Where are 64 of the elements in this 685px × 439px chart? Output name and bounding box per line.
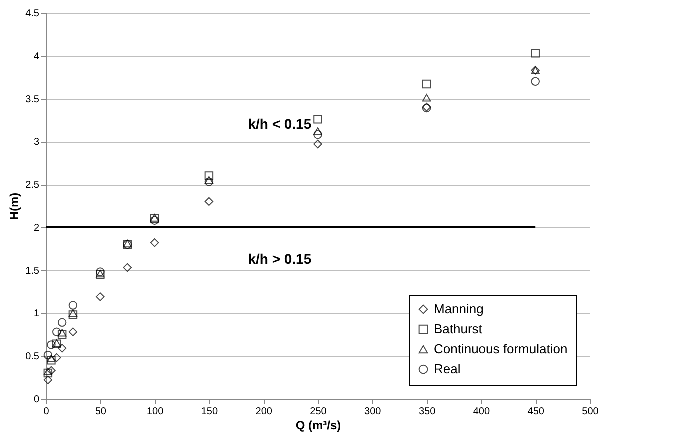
x-tick-label: 350 [418, 406, 436, 418]
point [68, 301, 78, 310]
y-tick-label: 4 [34, 51, 40, 62]
x-tick-label: 150 [201, 406, 218, 418]
point [58, 344, 67, 353]
x-tick-label: 450 [528, 406, 545, 418]
annotation: k/h > 0.15 [248, 251, 312, 268]
y-tick-label: 2 [34, 222, 40, 234]
point [47, 354, 56, 363]
point [44, 376, 53, 384]
point [68, 309, 78, 318]
point [150, 238, 160, 248]
point [68, 310, 78, 320]
x-tick-label: 0 [44, 406, 50, 418]
x-tick-label: 200 [256, 406, 273, 418]
y-tick-label: 0 [34, 394, 40, 406]
point [314, 114, 322, 124]
y-tick-label: 4.5 [26, 8, 40, 20]
point [123, 263, 132, 272]
point [52, 328, 62, 336]
point [96, 292, 105, 302]
y-tick-label: 3 [34, 137, 40, 148]
y-tick-label: 1 [34, 308, 40, 320]
x-tick-label: 50 [95, 406, 107, 418]
point [96, 268, 105, 276]
legend-label: Real [434, 362, 461, 376]
point [52, 353, 62, 362]
x-axis-title: Q (m³/s) [296, 418, 342, 432]
point [531, 48, 540, 58]
point [204, 172, 214, 180]
point [422, 94, 432, 102]
point [44, 350, 53, 360]
point [422, 80, 432, 89]
y-tick-label: 0.5 [26, 352, 40, 363]
point [314, 128, 322, 136]
point [44, 368, 53, 378]
point [58, 318, 67, 328]
point [204, 176, 214, 184]
x-tick-label: 250 [310, 406, 328, 418]
x-tick-label: 400 [473, 406, 490, 418]
point [47, 356, 56, 365]
x-tick-label: 300 [364, 406, 382, 418]
point [314, 130, 322, 140]
point [68, 328, 78, 336]
y-tick-label: 3.5 [26, 94, 40, 106]
point [47, 340, 56, 350]
x-tick-label: 500 [582, 406, 600, 418]
y-tick-label: 2.5 [26, 180, 40, 192]
legend-label: Bathurst [434, 322, 483, 336]
point [58, 329, 67, 337]
legend-label: Manning [434, 302, 484, 316]
annotation: k/h < 0.15 [248, 116, 312, 132]
point [204, 197, 214, 206]
point [44, 368, 53, 376]
point [204, 178, 214, 186]
x-tick-label: 100 [146, 406, 164, 418]
point [150, 216, 160, 225]
legend-label: Continuous formulation [434, 342, 568, 356]
point [47, 366, 56, 376]
point [531, 77, 540, 86]
point [58, 330, 67, 340]
y-tick-label: 1.5 [26, 266, 40, 277]
point [314, 140, 322, 149]
y-axis-title: H(m) [8, 192, 22, 220]
